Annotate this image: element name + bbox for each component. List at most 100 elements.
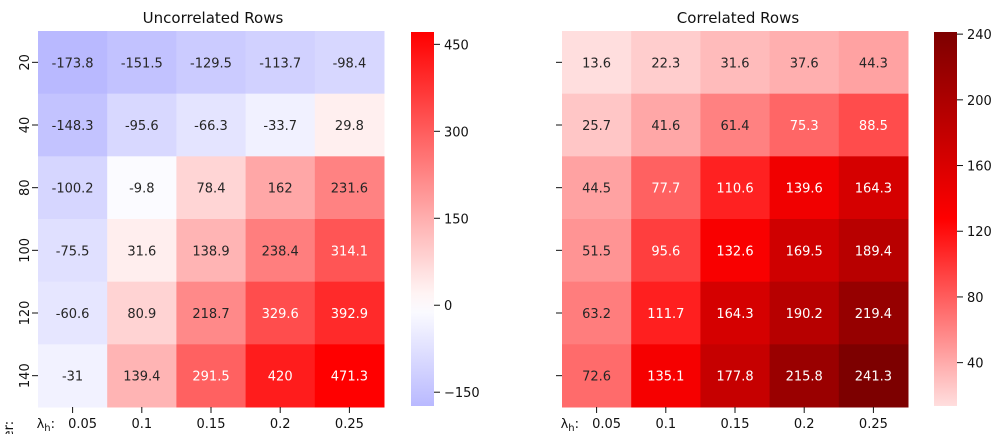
cell-value-label: 238.4 — [262, 244, 299, 259]
x-tick-label: 0.2 — [270, 417, 291, 432]
cell-value-label: 22.3 — [651, 56, 680, 71]
cell-value-label: 13.6 — [582, 56, 611, 71]
cell-value-label: 80.9 — [127, 307, 156, 322]
heatmap-cell — [769, 31, 840, 95]
cell-value-label: 164.3 — [716, 307, 753, 322]
colorbar-tick-label: 240 — [967, 28, 992, 43]
heatmap-cell — [562, 344, 632, 408]
x-tick-labels: λh: 0.05 0.1 0.15 0.2 0.25 — [561, 407, 888, 434]
cell-value-label: 231.6 — [331, 182, 368, 197]
heatmap-panel-correlated: Correlated Rows 13.6 22.3 31.6 37.6 44.3 25.7… — [556, 9, 992, 434]
cell-value-label: 31.6 — [127, 244, 156, 259]
heatmap-cell — [176, 31, 247, 95]
cell-value-label: -95.6 — [125, 119, 159, 134]
heatmap-cell — [700, 281, 771, 345]
heatmap-cell — [631, 281, 701, 345]
cell-value-label: 25.7 — [582, 119, 611, 134]
colorbar-tick-label: 40 — [967, 357, 984, 372]
cell-value-label: 169.5 — [786, 244, 823, 259]
cell-value-label: 164.3 — [855, 182, 892, 197]
cell-value-label: 63.2 — [582, 307, 611, 322]
heatmap-cell — [38, 156, 108, 220]
cell-value-label: 51.5 — [582, 244, 611, 259]
colorbar-tick-labels: 240 200 160 120 80 40 — [957, 28, 992, 372]
colorbar-tick-label: 200 — [967, 94, 992, 109]
heatmap-cell — [631, 156, 701, 220]
cell-value-label: -173.8 — [52, 56, 94, 71]
heatmap-cell — [38, 31, 108, 95]
colorbar-tick-label: −150 — [444, 386, 480, 401]
x-tick-label: 0.2 — [794, 417, 815, 432]
cell-value-label: 61.4 — [721, 119, 750, 134]
y-tick-labels — [556, 61, 562, 377]
cell-value-label: 190.2 — [786, 307, 823, 322]
heatmap-cell — [107, 93, 177, 157]
colorbar-tick-label: 150 — [444, 212, 469, 227]
heatmap-cell — [562, 93, 632, 157]
y-tick-label: 20 — [18, 54, 33, 71]
heatmap-cell — [769, 156, 840, 220]
colorbar-tick-label: 300 — [444, 125, 469, 140]
heatmap-cells: -173.8 -151.5 -129.5 -113.7 -98.4 -148.3 -95.6… — [38, 31, 385, 408]
heatmap-cell — [769, 344, 840, 408]
cell-value-label: -31 — [62, 370, 83, 385]
cell-value-label: 78.4 — [197, 182, 226, 197]
cell-value-label: 135.1 — [647, 370, 684, 385]
heatmap-cell — [838, 93, 909, 157]
x-tick-label: 0.1 — [131, 417, 152, 432]
y-tick-label: 80 — [18, 179, 33, 196]
heatmap-cell — [631, 344, 701, 408]
heatmap-cell — [631, 31, 701, 95]
colorbar-tick-label: 0 — [444, 299, 452, 314]
heatmap-cell — [107, 281, 177, 345]
heatmap-cell — [107, 219, 177, 283]
heatmap-cell — [176, 219, 247, 283]
heatmap-cell — [38, 281, 108, 345]
x-tick-label: 0.05 — [592, 417, 621, 432]
cell-value-label: 41.6 — [651, 119, 680, 134]
cell-value-label: 139.4 — [123, 370, 160, 385]
cell-value-label: 189.4 — [855, 244, 892, 259]
cell-value-label: 314.1 — [331, 244, 368, 259]
heatmap-cell — [245, 281, 316, 345]
heatmap-cell — [700, 156, 771, 220]
cell-value-label: -33.7 — [263, 119, 297, 134]
cell-value-label: -151.5 — [121, 56, 163, 71]
cell-value-label: 420 — [268, 370, 293, 385]
y-tick-labels: 20 40 80 100 120 140 — [18, 54, 38, 388]
cell-value-label: -9.8 — [129, 182, 154, 197]
x-tick-label: 0.15 — [721, 417, 750, 432]
heatmap-cell — [107, 156, 177, 220]
x-tick-labels: λh: 0.05 0.1 0.15 0.2 0.25 — [37, 407, 364, 434]
heatmap-cell — [245, 219, 316, 283]
cell-value-label: 215.8 — [786, 370, 823, 385]
cell-value-label: 37.6 — [790, 56, 819, 71]
heatmap-cell — [245, 156, 316, 220]
heatmap-cell — [838, 156, 909, 220]
cell-value-label: -100.2 — [52, 182, 94, 197]
heatmap-cell — [245, 93, 316, 157]
heatmap-cell — [700, 31, 771, 95]
cell-value-label: 219.4 — [855, 307, 892, 322]
heatmap-cell — [314, 93, 385, 157]
cell-value-label: 132.6 — [716, 244, 753, 259]
cell-value-label: -75.5 — [56, 244, 90, 259]
y-tick-label: 40 — [18, 117, 33, 134]
heatmap-cell — [245, 31, 316, 95]
cell-value-label: 44.3 — [859, 56, 888, 71]
y-axis-label: iter: — [2, 421, 17, 434]
cell-value-label: -148.3 — [52, 119, 94, 134]
heatmap-cell — [314, 219, 385, 283]
cell-value-label: 291.5 — [192, 370, 229, 385]
cell-value-label: -129.5 — [190, 56, 232, 71]
heatmap-cell — [107, 31, 177, 95]
y-tick-label: 120 — [18, 301, 33, 326]
cell-value-label: -113.7 — [259, 56, 301, 71]
cell-value-label: 241.3 — [855, 370, 892, 385]
cell-value-label: 329.6 — [262, 307, 299, 322]
heatmap-cell — [700, 219, 771, 283]
cell-value-label: -60.6 — [56, 307, 90, 322]
heatmap-cell — [314, 156, 385, 220]
heatmap-cell — [314, 281, 385, 345]
